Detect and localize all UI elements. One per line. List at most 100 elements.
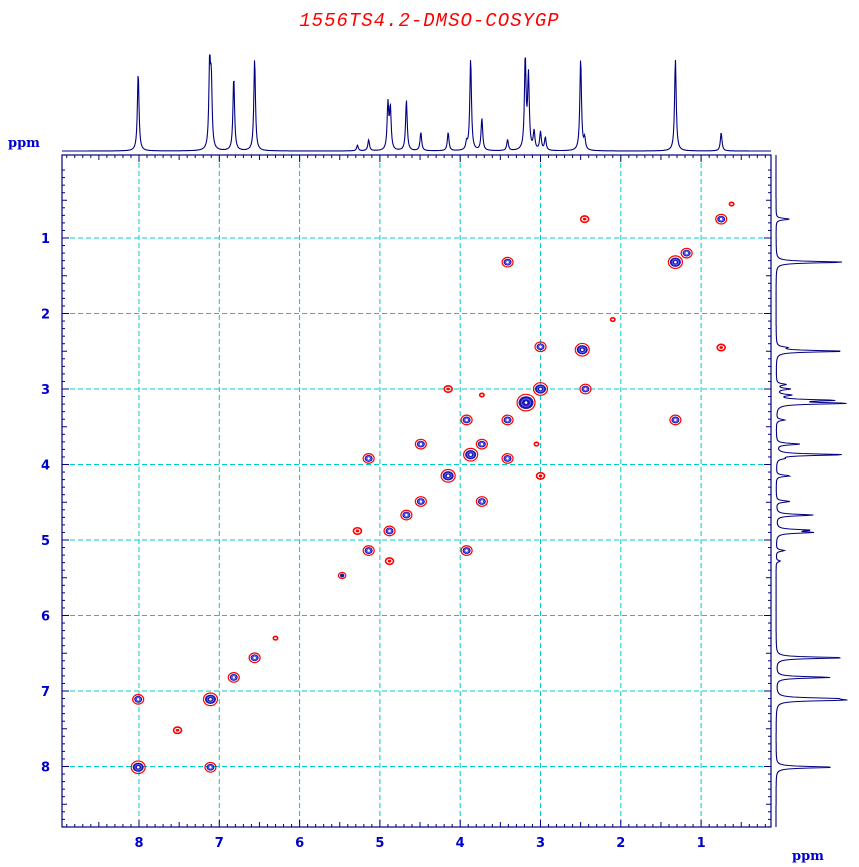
inner-contour (135, 696, 142, 702)
cross-peak (132, 693, 145, 705)
cross-peak (475, 496, 488, 507)
outer-contour (460, 545, 473, 556)
inner-contour (134, 764, 142, 771)
cross-peak (680, 247, 693, 259)
outer-contour (475, 496, 488, 507)
outer-contour (532, 382, 549, 396)
inner-contour (504, 455, 511, 461)
contour-center (685, 251, 688, 255)
cross-peak (172, 726, 183, 735)
y-axis-unit-label: ppm (8, 136, 40, 151)
outer-contour (475, 438, 488, 450)
contour-center (253, 656, 256, 660)
contour-center (367, 549, 370, 552)
cross-peak (443, 384, 453, 393)
inner-contour (672, 417, 679, 423)
x-tick-label: 4 (456, 836, 465, 851)
cross-peak (532, 382, 549, 396)
negative-contour-core (175, 728, 180, 732)
cross-peak (460, 545, 473, 556)
negative-contour-core (387, 559, 392, 563)
cross-peak (609, 316, 616, 323)
contour-center (480, 442, 484, 446)
cross-peak (667, 255, 684, 270)
negative-contour-core (538, 474, 543, 478)
negative-contour (533, 441, 540, 447)
cross-peak (227, 672, 240, 683)
cross-peak (414, 438, 427, 450)
outer-contour (516, 393, 536, 412)
inner-contour (466, 451, 475, 458)
inner-contour (504, 417, 511, 423)
contour-center (405, 513, 408, 517)
contour-center (469, 453, 472, 456)
negative-contour-core (355, 529, 360, 533)
contour-center (584, 387, 587, 391)
chart-title: 1556TS4.2-DMSO-COSYGP (299, 10, 560, 32)
cross-peak (716, 343, 726, 352)
cross-peak (130, 760, 146, 775)
outer-contour (667, 255, 684, 270)
top-projection-spectrum (62, 54, 771, 152)
cross-peak (440, 468, 456, 483)
cross-peak (337, 571, 347, 580)
x-tick-label: 7 (215, 836, 224, 851)
negative-contour (579, 215, 590, 224)
x-tick-label: 8 (134, 836, 143, 851)
contour-center (136, 698, 140, 701)
contour-center (480, 500, 484, 503)
contour-center (136, 765, 140, 769)
outer-contour (501, 414, 514, 426)
contour-center (539, 345, 542, 349)
y-tick-label: 8 (41, 761, 50, 776)
negative-contour (478, 392, 485, 398)
inner-contour (417, 498, 424, 504)
contour-center (419, 442, 423, 446)
cross-peak (362, 453, 375, 464)
cross-peak (248, 652, 261, 664)
inner-contour (718, 216, 725, 222)
inner-contour (537, 344, 544, 350)
outer-contour (362, 545, 375, 556)
contour-peaks (130, 201, 735, 775)
y-tick-label: 2 (41, 308, 50, 323)
outer-contour (669, 414, 682, 426)
outer-contour (383, 525, 396, 537)
cross-peak (400, 509, 413, 521)
negative-contour-core (719, 346, 723, 349)
inner-contour (386, 528, 393, 534)
outer-contour (463, 447, 479, 462)
outer-contour (130, 760, 146, 775)
y-tick-label: 1 (41, 232, 50, 247)
inner-contour (365, 455, 372, 461)
cross-peak (501, 453, 514, 464)
inner-contour (230, 674, 237, 680)
y-tick-label: 5 (41, 534, 50, 549)
contour-center (209, 698, 212, 701)
negative-contour (609, 316, 616, 323)
outer-contour (202, 692, 219, 707)
inner-contour (504, 259, 511, 265)
contour-center (674, 418, 677, 422)
x-axis: 8 7 6 5 4 3 2 1 (66, 155, 766, 851)
outer-contour (579, 383, 592, 395)
cross-peak (516, 393, 536, 412)
right-projection-spectrum (775, 155, 848, 827)
y-axis: 1 2 3 4 5 6 7 8 (41, 169, 771, 828)
x-axis-unit-label: ppm (792, 849, 824, 864)
y-tick-label: 3 (41, 383, 50, 398)
cross-peak (533, 441, 540, 447)
inner-contour (671, 258, 680, 266)
cross-peak (715, 213, 728, 225)
inner-contour (417, 441, 424, 447)
outer-contour (460, 414, 473, 426)
negative-contour (352, 526, 363, 535)
contour-center (465, 549, 468, 552)
outer-contour (227, 672, 240, 683)
inner-contour (521, 398, 532, 407)
negative-contour-core (446, 387, 450, 391)
contour-center (367, 457, 370, 460)
negative-contour-core (582, 217, 587, 221)
outer-contour (132, 693, 145, 705)
